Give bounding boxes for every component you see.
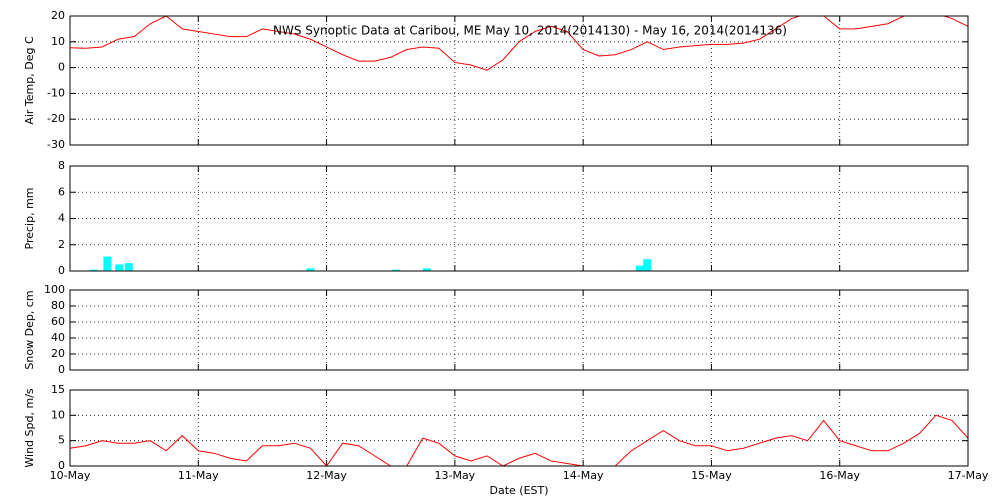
y-tick-label: 40 <box>51 331 65 344</box>
chart-title: NWS Synoptic Data at Caribou, ME May 10,… <box>273 24 787 38</box>
x-tick-label: 17-May <box>948 469 989 482</box>
y-tick-label: 8 <box>58 159 65 172</box>
bar <box>306 268 315 271</box>
y-tick-label: -20 <box>47 112 65 125</box>
plot-area <box>70 16 968 71</box>
y-tick-label: -10 <box>47 86 65 99</box>
bar <box>103 256 112 271</box>
y-tick-label: -30 <box>47 138 65 151</box>
x-tick-label: 13-May <box>434 469 475 482</box>
y-axis-label: Precip, mm <box>23 188 36 250</box>
x-tick-label: 15-May <box>691 469 732 482</box>
bar <box>124 263 133 271</box>
bar <box>90 269 99 271</box>
plot-area <box>70 414 968 466</box>
x-tick-label: 10-May <box>50 469 91 482</box>
frame <box>69 165 969 272</box>
y-tick-label: 5 <box>58 434 65 447</box>
y-tick-label: 0 <box>58 363 65 376</box>
y-tick-label: 100 <box>44 283 65 296</box>
x-tick-label: 16-May <box>819 469 860 482</box>
bar <box>115 264 124 271</box>
x-tick-label: 14-May <box>563 469 604 482</box>
y-tick-label: 80 <box>51 299 65 312</box>
bar <box>643 259 652 271</box>
plot-area <box>90 256 652 271</box>
y-axis-label: Wind Spd, m/s <box>23 388 36 468</box>
y-axis-label: Air Temp, Deg C <box>23 36 36 125</box>
y-tick-label: 20 <box>51 9 65 22</box>
y-tick-label: 2 <box>58 238 65 251</box>
x-tick-label: 12-May <box>306 469 347 482</box>
frame <box>69 289 969 371</box>
frame <box>69 389 969 467</box>
bar <box>392 269 401 271</box>
data-line <box>70 16 968 71</box>
y-tick-label: 10 <box>51 35 65 48</box>
y-tick-label: 0 <box>58 459 65 472</box>
frame <box>69 15 969 146</box>
y-axis-label: Snow Dep, cm <box>23 290 36 369</box>
bar <box>635 265 644 271</box>
y-tick-label: 6 <box>58 185 65 198</box>
data-line <box>70 414 968 466</box>
y-tick-label: 10 <box>51 408 65 421</box>
y-tick-label: 20 <box>51 347 65 360</box>
x-axis-label: Date (EST) <box>489 484 548 497</box>
y-tick-label: 0 <box>58 61 65 74</box>
y-tick-label: 60 <box>51 315 65 328</box>
y-tick-label: 15 <box>51 383 65 396</box>
y-tick-label: 4 <box>58 212 65 225</box>
bar <box>423 268 432 271</box>
x-tick-label: 11-May <box>178 469 219 482</box>
y-tick-label: 0 <box>58 264 65 277</box>
